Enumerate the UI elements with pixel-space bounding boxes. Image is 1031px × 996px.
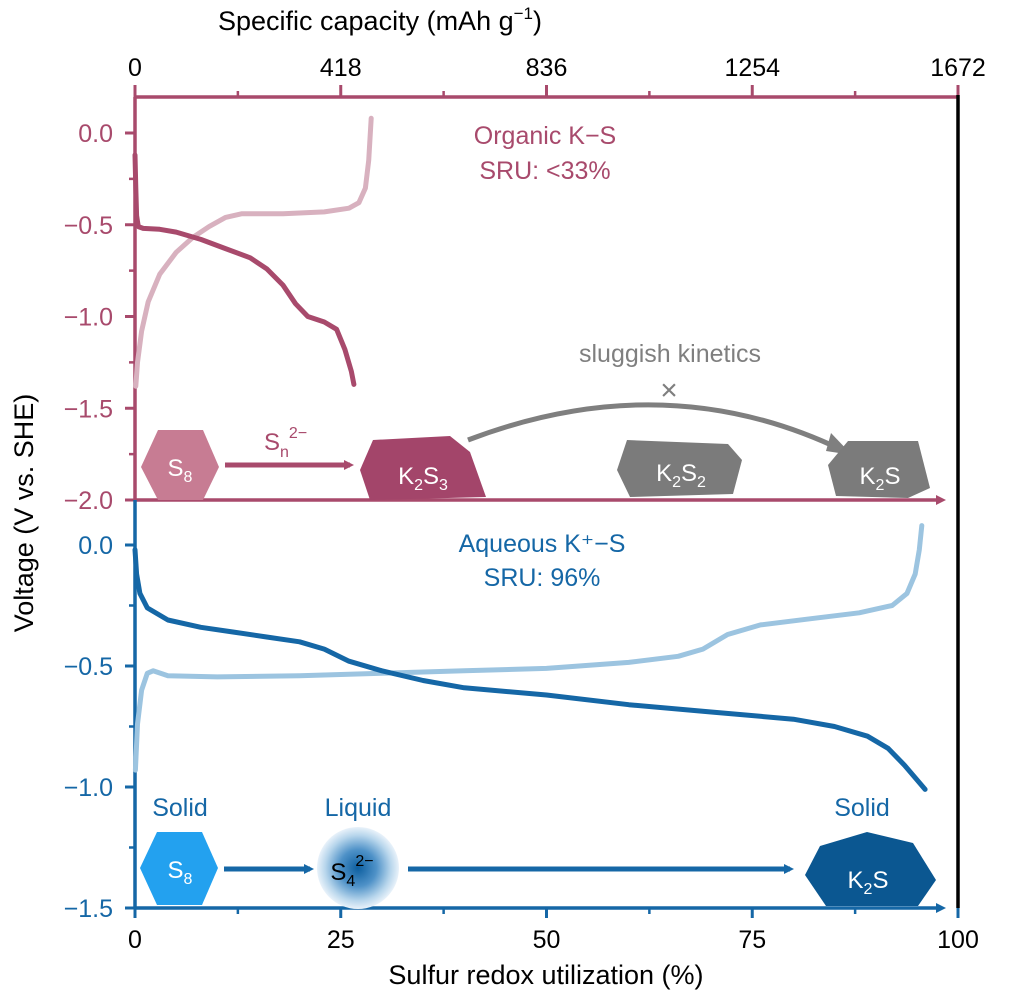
organic-cross-icon: × (660, 374, 678, 407)
organic-panel: 0.0 −0.5 −1.0 −1.5 −2.0 Organic K−S SRU: <33… (64, 97, 946, 515)
x-tick-label: 0 (128, 926, 142, 954)
x-tick-label: 25 (327, 926, 355, 954)
aqueous-s8-label: S8 (168, 857, 193, 888)
aqueous-k2s-chip: K2S (805, 832, 936, 906)
aqueous-y-ticks: 0.0 −0.5 −1.0 −1.5 (64, 532, 135, 923)
top-axis-label: Specific capacity (mAh g−1) (218, 4, 542, 36)
organic-ytick-label: −2.0 (64, 487, 113, 515)
x-tick-label: 100 (937, 926, 979, 954)
top-axis-ticks: 0 418 836 1254 1672 (128, 54, 986, 97)
top-tick-label: 1254 (724, 54, 780, 82)
organic-series (132, 115, 374, 389)
aqueous-ytick-label: −1.5 (64, 895, 113, 923)
top-tick-label: 418 (320, 54, 362, 82)
organic-k2s3-shape (360, 436, 486, 500)
organic-k2s-shape (828, 441, 930, 498)
aqueous-k2s-shape (805, 832, 936, 906)
organic-sn-label: Sn2− (264, 425, 307, 461)
organic-s8-label: S8 (168, 455, 193, 486)
organic-ytick-label: −1.0 (64, 304, 113, 332)
aqueous-s4-label: S42− (330, 853, 373, 890)
x-tick-label: 50 (533, 926, 561, 954)
aqueous-liquid-label: Liquid (325, 794, 392, 822)
aqueous-ytick-label: 0.0 (78, 532, 113, 560)
bottom-axis-ticks: 0 25 50 75 100 (128, 908, 979, 954)
organic-k2s2-chip: K2S2 (617, 440, 742, 497)
organic-k2s3-chip: K2S3 (360, 436, 486, 500)
organic-charge-curve (133, 115, 374, 389)
top-tick-label: 0 (128, 54, 142, 82)
aqueous-k2s-label: K2S (848, 867, 889, 898)
top-tick-label: 1672 (930, 54, 986, 82)
organic-k2s3-label: K2S3 (398, 463, 448, 494)
aqueous-s8-shape (140, 832, 218, 905)
top-tick-label: 836 (526, 54, 568, 82)
organic-ytick-label: −1.5 (64, 395, 113, 423)
organic-ytick-label: 0.0 (78, 120, 113, 148)
x-tick-label: 75 (738, 926, 766, 954)
aqueous-series (132, 523, 928, 792)
organic-k2s2-shape (617, 440, 742, 497)
organic-k2s-label: K2S (860, 463, 901, 494)
aqueous-s8-chip: S8 (140, 832, 218, 905)
aqueous-s4-chip: S42− (317, 827, 399, 909)
aqueous-ytick-label: −0.5 (64, 653, 113, 681)
aqueous-solid-left-label: Solid (152, 794, 208, 822)
aqueous-solid-right-label: Solid (834, 794, 890, 822)
organic-ytick-label: −0.5 (64, 212, 113, 240)
organic-k2s2-label: K2S2 (656, 460, 706, 491)
aqueous-title: Aqueous K⁺−S (459, 530, 626, 558)
organic-k2s-chip: K2S (828, 441, 930, 498)
organic-s8-chip: S8 (141, 430, 219, 500)
organic-discharge-curve (132, 152, 357, 387)
aqueous-s4-shape (317, 827, 399, 909)
organic-sluggish-label: sluggish kinetics (579, 340, 761, 368)
organic-s8-shape (141, 430, 219, 500)
organic-y-ticks: 0.0 −0.5 −1.0 −1.5 −2.0 (64, 120, 135, 515)
y-axis-label: Voltage (V vs. SHE) (9, 394, 39, 633)
x-axis-label: Sulfur redox utilization (%) (388, 960, 703, 990)
organic-sluggish-arc (467, 402, 844, 453)
top-axis: 0 418 836 1254 1672 Specific capacity (mAh g… (128, 4, 986, 99)
aqueous-subtitle: SRU: 96% (484, 564, 601, 592)
organic-title: Organic K−S (474, 122, 616, 150)
aqueous-discharge-curve (132, 547, 928, 792)
aqueous-panel: 0.0 −0.5 −1.0 −1.5 Aqueous K⁺−S SRU: 96% So… (64, 500, 946, 923)
aqueous-ytick-label: −1.0 (64, 774, 113, 802)
organic-subtitle: SRU: <33% (479, 157, 610, 185)
aqueous-charge-curve (132, 523, 925, 773)
